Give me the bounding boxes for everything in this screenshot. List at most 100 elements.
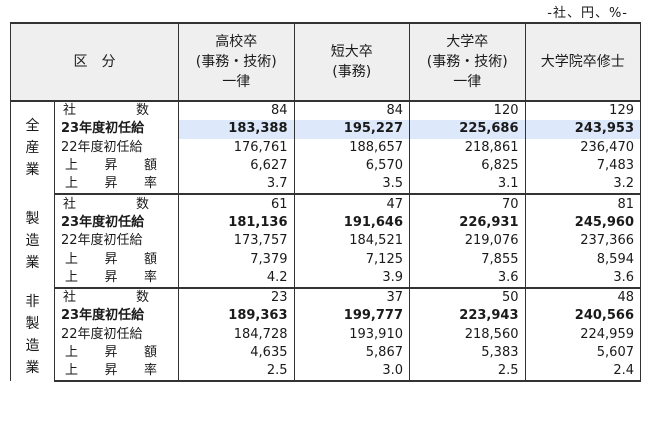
value-cell: 129	[524, 101, 641, 121]
value-cell: 184,728	[178, 325, 295, 344]
value-cell: 199,777	[293, 307, 410, 326]
salary-table: 区 分 高校卒 (事務・技術) 一律 短大卒 (事務) 大学卒 (事務・技術) …	[10, 22, 641, 383]
row-label-salary-fy22: 22年度初任給	[54, 325, 179, 344]
row-label-increase-amount: 上昇額	[54, 156, 179, 176]
value-cell: 3.6	[524, 268, 641, 289]
value-cell: 195,227	[293, 120, 410, 139]
value-cell: 184,521	[293, 232, 410, 251]
value-cell: 50	[409, 287, 526, 308]
value-cell: 218,861	[409, 138, 526, 157]
table-row: 上昇率 3.7 3.5 3.1 3.2	[11, 175, 641, 196]
table-row: 23年度初任給 181,136 191,646 226,931 245,960	[11, 213, 641, 233]
value-cell: 37	[293, 287, 410, 308]
value-cell: 3.5	[293, 175, 410, 196]
value-cell: 61	[178, 194, 295, 214]
value-cell: 3.7	[178, 175, 295, 196]
table-row: 22年度初任給 173,757 184,521 219,076 237,366	[11, 232, 641, 251]
value-cell: 176,761	[178, 138, 295, 157]
table-row: 製造業社数 61 47 70 81	[10, 194, 641, 288]
value-cell: 218,560	[409, 325, 526, 344]
value-cell: 2.5	[409, 362, 526, 383]
value-cell: 189,363	[178, 307, 295, 326]
value-cell: 7,855	[409, 250, 526, 269]
value-cell: 7,125	[293, 250, 410, 269]
column-header-masters: 大学院卒修士	[524, 22, 641, 102]
table-row: 全産業社数 84 84 120 129	[10, 101, 641, 195]
value-cell: 7,379	[178, 250, 295, 269]
value-cell: 8,594	[524, 250, 641, 269]
row-label-salary-fy22: 22年度初任給	[54, 138, 179, 157]
row-label-increase-rate: 上昇率	[54, 175, 179, 196]
value-cell: 6,570	[293, 156, 410, 176]
table-row: 上昇率 4.2 3.9 3.6 3.6	[11, 268, 641, 289]
row-label-company-count: 社数	[54, 194, 179, 214]
row-label-company-count: 社数	[54, 101, 179, 121]
value-cell: 224,959	[524, 325, 641, 344]
value-cell: 7,483	[524, 156, 641, 176]
value-cell: 5,867	[293, 343, 410, 363]
column-header-highschool: 高校卒 (事務・技術) 一律	[178, 22, 295, 102]
column-header-university: 大学卒 (事務・技術) 一律	[409, 22, 526, 102]
value-cell: 223,943	[409, 307, 526, 326]
row-label-increase-amount: 上昇額	[54, 250, 179, 269]
row-label-company-count: 社数	[54, 287, 179, 308]
table-row: 22年度初任給 176,761 188,657 218,861 236,470	[11, 138, 641, 157]
value-cell: 5,607	[524, 343, 641, 363]
value-cell: 23	[178, 287, 295, 308]
table-row: 上昇額 6,627 6,570 6,825 7,483	[11, 156, 641, 176]
value-cell: 6,627	[178, 156, 295, 176]
group-label-manufacturing: 製造業	[10, 194, 55, 288]
value-cell: 225,686	[409, 120, 526, 139]
row-label-increase-amount: 上昇額	[54, 343, 179, 363]
value-cell: 84	[293, 101, 410, 121]
row-label-salary-fy22: 22年度初任給	[54, 232, 179, 251]
value-cell: 6,825	[409, 156, 526, 176]
value-cell: 188,657	[293, 138, 410, 157]
value-cell: 3.9	[293, 268, 410, 289]
value-cell: 226,931	[409, 213, 526, 233]
value-cell: 3.2	[524, 175, 641, 196]
table-row: 上昇額 4,635 5,867 5,383 5,607	[11, 343, 641, 363]
value-cell: 5,383	[409, 343, 526, 363]
header-row: 区 分 高校卒 (事務・技術) 一律 短大卒 (事務) 大学卒 (事務・技術) …	[10, 22, 641, 102]
value-cell: 4.2	[178, 268, 295, 289]
value-cell: 236,470	[524, 138, 641, 157]
value-cell: 47	[293, 194, 410, 214]
row-label-salary-fy23: 23年度初任給	[54, 120, 179, 139]
table-row: 22年度初任給 184,728 193,910 218,560 224,959	[11, 325, 641, 344]
table-row: 23年度初任給 183,388 195,227 225,686 243,953	[11, 120, 641, 139]
value-cell: 81	[524, 194, 641, 214]
group-label-all-industries: 全産業	[10, 101, 55, 195]
table-row: 23年度初任給 189,363 199,777 223,943 240,566	[11, 307, 641, 326]
value-cell: 2.4	[524, 362, 641, 383]
value-cell: 70	[409, 194, 526, 214]
table-row: 上昇額 7,379 7,125 7,855 8,594	[11, 250, 641, 269]
unit-label: -社、円、%-	[547, 6, 628, 21]
value-cell: 4,635	[178, 343, 295, 363]
value-cell: 191,646	[293, 213, 410, 233]
column-header-junior-college: 短大卒 (事務)	[293, 22, 410, 102]
value-cell: 243,953	[524, 120, 641, 139]
row-label-increase-rate: 上昇率	[54, 268, 179, 289]
table-body: 全産業社数 84 84 120 129 23年度初任給 183,388 195,227 225,…	[10, 101, 641, 383]
value-cell: 181,136	[178, 213, 295, 233]
value-cell: 245,960	[524, 213, 641, 233]
value-cell: 48	[524, 287, 641, 308]
value-cell: 237,366	[524, 232, 641, 251]
group-label-non-manufacturing: 非製造業	[10, 287, 55, 382]
row-label-salary-fy23: 23年度初任給	[54, 307, 179, 326]
table-row: 上昇率 2.5 3.0 2.5 2.4	[11, 362, 641, 383]
value-cell: 84	[178, 101, 295, 121]
value-cell: 193,910	[293, 325, 410, 344]
value-cell: 2.5	[178, 362, 295, 383]
value-cell: 240,566	[524, 307, 641, 326]
row-label-increase-rate: 上昇率	[54, 362, 179, 383]
value-cell: 173,757	[178, 232, 295, 251]
value-cell: 3.1	[409, 175, 526, 196]
category-header: 区 分	[10, 22, 179, 102]
value-cell: 3.6	[409, 268, 526, 289]
value-cell: 219,076	[409, 232, 526, 251]
value-cell: 120	[409, 101, 526, 121]
value-cell: 3.0	[293, 362, 410, 383]
value-cell: 183,388	[178, 120, 295, 139]
